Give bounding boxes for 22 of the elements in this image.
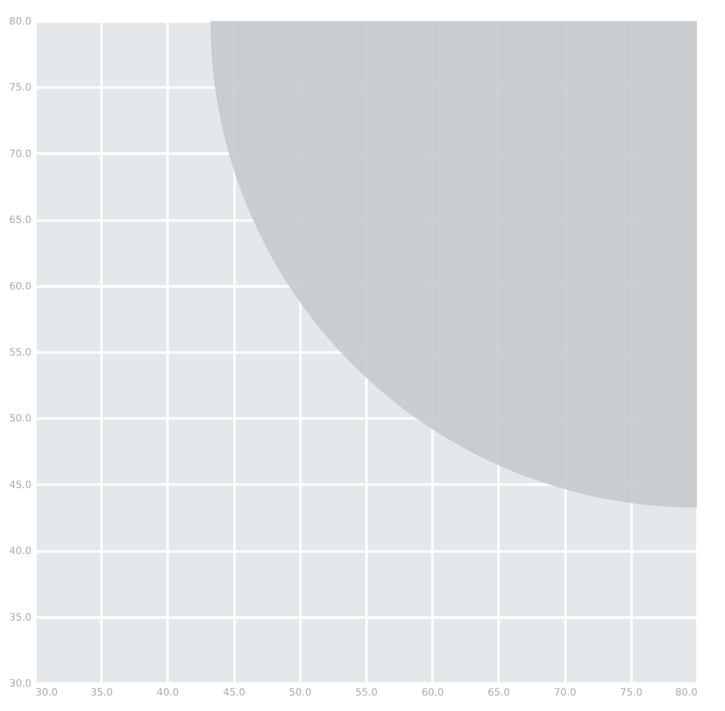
y-tick-label: 35.0 [9, 612, 32, 624]
x-tick-label: 80.0 [675, 688, 698, 698]
x-tick-label: 70.0 [554, 688, 576, 698]
y-tick-label: 75.0 [9, 82, 32, 94]
x-tick-label: 30.0 [36, 688, 58, 698]
y-tick-label: 30.0 [9, 678, 32, 690]
x-tick-label: 55.0 [355, 688, 378, 698]
x-tick-label: 45.0 [222, 688, 246, 698]
x-tick-label: 40.0 [156, 688, 180, 698]
x-tick-label: 65.0 [488, 688, 510, 698]
y-tick-label: 70.0 [9, 148, 32, 160]
y-tick-label: 50.0 [9, 414, 32, 425]
x-tick-label: 75.0 [620, 688, 642, 698]
x-tick-label: 60.0 [422, 688, 444, 698]
y-tick-label: 55.0 [9, 348, 32, 358]
x-tick-label: 35.0 [90, 688, 113, 698]
y-tick-label: 80.0 [9, 16, 32, 28]
y-tick-label: 60.0 [9, 281, 32, 292]
y-tick-label: 45.0 [9, 480, 32, 491]
y-tick-label: 65.0 [9, 215, 32, 226]
y-tick-label: 40.0 [9, 546, 32, 558]
x-tick-label: 50.0 [289, 688, 312, 698]
